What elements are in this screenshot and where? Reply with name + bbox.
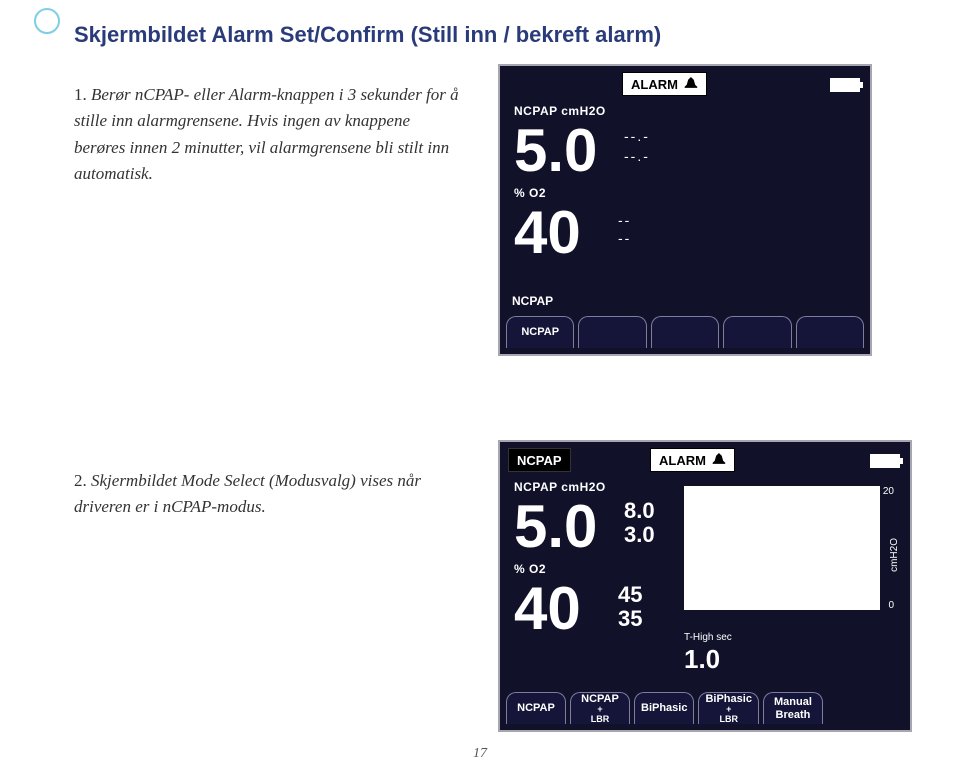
bell-icon [712,453,726,467]
y-axis-unit: cmH2O [889,538,900,572]
decorative-bullet [34,8,60,34]
pressure-graph [684,486,880,610]
tab-ncpap[interactable]: NCPAP [506,316,574,348]
tab-manual-breath[interactable]: Manual Breath [763,692,823,724]
ncpap-value: 5.0 [514,492,597,561]
screenshot-alarm-set: ALARM NCPAP cmH2O 5.0 --.- --.- % O2 40 … [498,64,872,356]
ncpap-value: 5.0 [514,116,597,185]
tab-empty[interactable]: . [651,316,719,348]
tab-line: LBR [577,715,623,725]
o2-low-limit: -- [618,230,631,246]
battery-icon [830,78,860,92]
alarm-label: ALARM [659,453,706,468]
step-text-1: Berør nCPAP- eller Alarm-knappen i 3 sek… [74,85,459,183]
tab-line: BiPhasic [705,693,751,705]
alarm-button[interactable]: ALARM [650,448,735,472]
step-number-2: 2. [74,471,87,490]
ncpap-high-limit: 8.0 [624,498,655,524]
paragraph-1: 1. Berør nCPAP- eller Alarm-knappen i 3 … [74,82,464,187]
mode-status: NCPAP [512,294,553,308]
bell-icon [684,77,698,91]
o2-low-limit: 35 [618,606,642,632]
step-text-2: Skjermbildet Mode Select (Modusvalg) vis… [74,471,421,516]
battery-icon [870,454,900,468]
ncpap-button[interactable]: NCPAP [508,448,571,472]
tab-empty[interactable]: . [723,316,791,348]
ncpap-low-limit: 3.0 [624,522,655,548]
tab-ncpap[interactable]: NCPAP [506,692,566,724]
tab-line: Manual [770,696,816,708]
paragraph-2: 2. Skjermbildet Mode Select (Modusvalg) … [74,468,464,521]
tab-line: Breath [770,709,816,721]
tab-line: NCPAP [577,693,623,705]
page-title: Skjermbildet Alarm Set/Confirm (Still in… [74,22,661,48]
alarm-label: ALARM [631,77,678,92]
tab-line: LBR [705,715,751,725]
o2-value: 40 [514,574,581,643]
thigh-value: 1.0 [684,644,720,675]
tab-empty[interactable]: . [578,316,646,348]
page-number: 17 [0,746,960,762]
screenshot-mode-select: NCPAP ALARM NCPAP cmH2O 5.0 8.0 3.0 % O2… [498,440,912,732]
o2-high-limit: -- [618,212,631,228]
y-axis-top: 20 [883,486,894,497]
tab-ncpap-lbr[interactable]: NCPAP + LBR [570,692,630,724]
bottom-tabs: NCPAP NCPAP + LBR BiPhasic BiPhasic + LB… [506,692,904,724]
ncpap-high-limit: --.- [624,128,650,144]
tab-biphasic[interactable]: BiPhasic [634,692,694,724]
y-axis-bottom: 0 [888,600,894,611]
thigh-label: T-High sec [684,632,732,643]
o2-high-limit: 45 [618,582,642,608]
alarm-button[interactable]: ALARM [622,72,707,96]
tab-empty[interactable]: . [796,316,864,348]
tab-biphasic-lbr[interactable]: BiPhasic + LBR [698,692,758,724]
step-number-1: 1. [74,85,87,104]
ncpap-low-limit: --.- [624,148,650,164]
bottom-tabs: NCPAP . . . . [506,316,864,348]
o2-value: 40 [514,198,581,267]
